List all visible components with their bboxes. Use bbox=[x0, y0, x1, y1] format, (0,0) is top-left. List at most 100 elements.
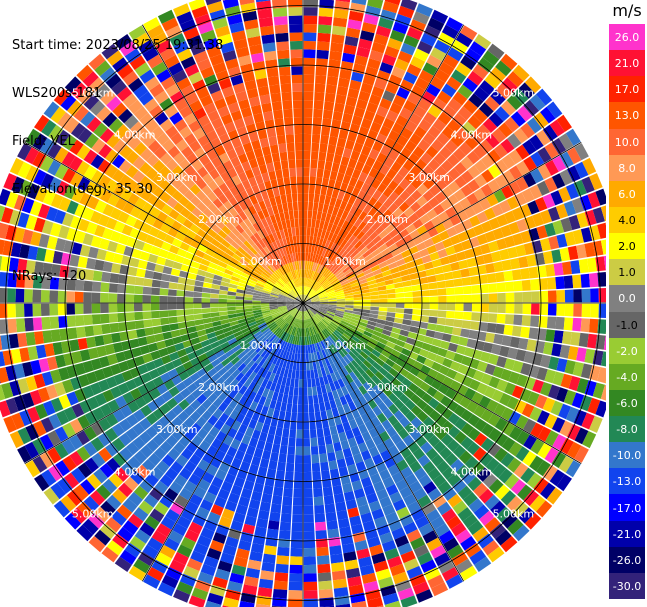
velocity-gate bbox=[290, 378, 295, 388]
velocity-gate bbox=[272, 286, 281, 292]
velocity-gate bbox=[159, 152, 173, 166]
velocity-gate bbox=[55, 238, 66, 252]
velocity-gate bbox=[311, 378, 316, 388]
velocity-gate bbox=[426, 351, 438, 362]
velocity-gate bbox=[295, 142, 303, 151]
velocity-gate bbox=[164, 338, 175, 348]
velocity-gate bbox=[32, 289, 42, 303]
velocity-gate bbox=[343, 551, 357, 562]
velocity-gate bbox=[309, 279, 314, 288]
velocity-gate bbox=[334, 0, 350, 11]
velocity-gate bbox=[82, 360, 94, 373]
velocity-gate bbox=[318, 580, 333, 590]
velocity-gate bbox=[342, 421, 352, 432]
velocity-gate bbox=[340, 156, 350, 167]
velocity-gate bbox=[424, 25, 441, 39]
velocity-gate bbox=[48, 124, 64, 142]
velocity-gate bbox=[62, 422, 76, 438]
velocity-gate bbox=[254, 314, 263, 319]
colorbar-unit: m/s bbox=[612, 1, 642, 20]
velocity-gate bbox=[316, 351, 322, 361]
velocity-gate bbox=[279, 445, 288, 455]
plot-info: Start time: 2023/08/25 19:31:38 WLS200s-… bbox=[12, 6, 223, 301]
velocity-gate bbox=[333, 8, 349, 19]
velocity-gate bbox=[310, 151, 319, 160]
velocity-gate bbox=[50, 222, 62, 237]
velocity-gate bbox=[364, 528, 379, 540]
velocity-gate bbox=[433, 390, 445, 402]
velocity-gate bbox=[432, 118, 447, 132]
velocity-gate bbox=[357, 442, 368, 453]
velocity-gate bbox=[150, 466, 165, 480]
velocity-gate bbox=[159, 118, 174, 132]
velocity-gate bbox=[5, 191, 19, 209]
velocity-gate bbox=[445, 206, 457, 219]
velocity-gate bbox=[294, 125, 303, 135]
velocity-gate bbox=[156, 460, 170, 474]
velocity-gate bbox=[110, 363, 122, 376]
velocity-gate bbox=[336, 172, 345, 183]
velocity-gate bbox=[230, 156, 241, 168]
velocity-gate bbox=[309, 252, 314, 262]
velocity-gate bbox=[283, 420, 291, 430]
velocity-gate bbox=[400, 0, 418, 11]
velocity-gate bbox=[149, 83, 165, 98]
velocity-gate bbox=[218, 442, 230, 454]
velocity-gate bbox=[272, 589, 288, 599]
velocity-gate bbox=[170, 329, 181, 338]
velocity-gate bbox=[79, 349, 91, 362]
velocity-gate bbox=[315, 285, 322, 292]
velocity-gate bbox=[157, 9, 175, 24]
velocity-gate bbox=[358, 90, 371, 102]
velocity-gate bbox=[317, 310, 326, 316]
velocity-gate bbox=[590, 303, 599, 318]
velocity-gate bbox=[102, 333, 113, 345]
velocity-gate bbox=[359, 318, 369, 324]
velocity-gate bbox=[252, 300, 261, 303]
velocity-gate bbox=[370, 473, 382, 485]
velocity-gate bbox=[349, 515, 362, 527]
velocity-gate bbox=[218, 298, 227, 303]
velocity-gate bbox=[582, 431, 597, 449]
velocity-gate bbox=[327, 179, 336, 189]
velocity-gate bbox=[319, 300, 329, 303]
velocity-gate bbox=[388, 354, 398, 363]
velocity-gate bbox=[370, 178, 381, 190]
velocity-gate bbox=[227, 102, 240, 114]
velocity-gate bbox=[513, 280, 523, 292]
velocity-gate bbox=[365, 156, 376, 168]
velocity-gate bbox=[320, 384, 327, 394]
velocity-gate bbox=[303, 159, 311, 168]
velocity-gate bbox=[225, 178, 236, 190]
velocity-gate bbox=[257, 413, 267, 424]
velocity-gate bbox=[364, 253, 374, 262]
velocity-gate bbox=[303, 303, 310, 309]
velocity-gate bbox=[454, 431, 467, 444]
velocity-gate bbox=[202, 173, 214, 185]
velocity-gate bbox=[70, 467, 86, 484]
velocity-gate bbox=[165, 422, 178, 435]
velocity-gate bbox=[53, 382, 66, 397]
velocity-gate bbox=[429, 289, 439, 296]
velocity-gate bbox=[484, 517, 501, 533]
velocity-gate bbox=[261, 102, 273, 113]
velocity-gate bbox=[501, 77, 518, 94]
velocity-gate bbox=[402, 159, 415, 172]
velocity-gate bbox=[351, 0, 367, 6]
velocity-gate bbox=[327, 144, 336, 154]
velocity-gate bbox=[353, 453, 364, 464]
velocity-gate bbox=[562, 331, 572, 345]
velocity-gate bbox=[291, 309, 298, 316]
velocity-gate bbox=[337, 378, 345, 388]
velocity-gate bbox=[32, 438, 47, 455]
velocity-gate bbox=[206, 547, 222, 561]
velocity-gate bbox=[376, 256, 386, 265]
velocity-gate bbox=[305, 278, 309, 287]
velocity-gate bbox=[500, 100, 517, 116]
velocity-gate bbox=[335, 0, 351, 3]
velocity-gate bbox=[301, 311, 303, 320]
velocity-gate bbox=[218, 182, 229, 194]
velocity-gate bbox=[537, 147, 552, 163]
velocity-gate bbox=[324, 328, 332, 336]
velocity-gate bbox=[379, 532, 394, 544]
